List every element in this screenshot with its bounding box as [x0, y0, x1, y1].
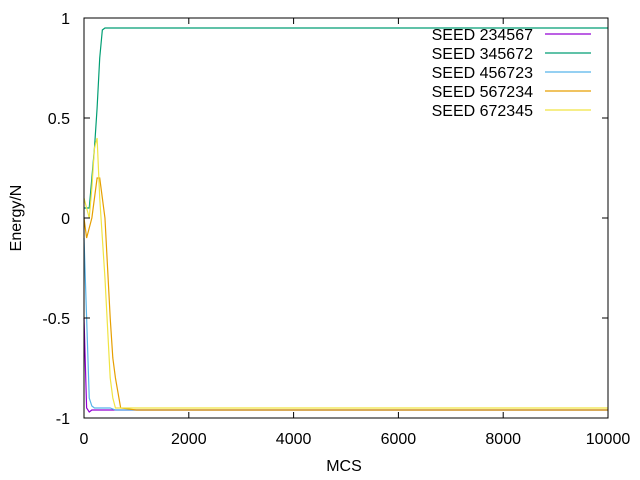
legend: SEED 234567 SEED 345672 SEED 456723 SEED 56…: [432, 27, 591, 120]
series-line-5: [83, 137, 608, 409]
x-axis-label: MCS: [326, 458, 362, 475]
y-tick-label: 0.5: [48, 111, 70, 128]
series-line-3: [83, 237, 608, 411]
legend-label: SEED 456723: [432, 65, 534, 82]
x-tick-label: 10000: [586, 431, 631, 448]
x-tick-label: 8000: [485, 431, 521, 448]
x-tick-label: 4000: [276, 431, 312, 448]
series-layer: [83, 27, 608, 413]
x-tick-label: 2000: [171, 431, 207, 448]
x-tick-label: 6000: [381, 431, 417, 448]
tick-layer: 0 2000 4000 6000 8000 10000 -1 -0.5 0 0.5 1: [42, 11, 630, 448]
y-tick-label: -1: [56, 411, 70, 428]
y-tick-label: 0: [61, 211, 70, 228]
legend-label: SEED 672345: [432, 103, 534, 120]
legend-label: SEED 567234: [432, 84, 534, 101]
series-line-4: [83, 177, 608, 411]
x-tick-label: 0: [80, 431, 89, 448]
y-tick-label: 1: [61, 11, 70, 28]
legend-label: SEED 234567: [432, 27, 534, 44]
series-line-1: [83, 317, 608, 413]
y-tick-label: -0.5: [42, 311, 70, 328]
y-axis-label: Energy/N: [8, 185, 25, 252]
legend-label: SEED 345672: [432, 46, 534, 63]
